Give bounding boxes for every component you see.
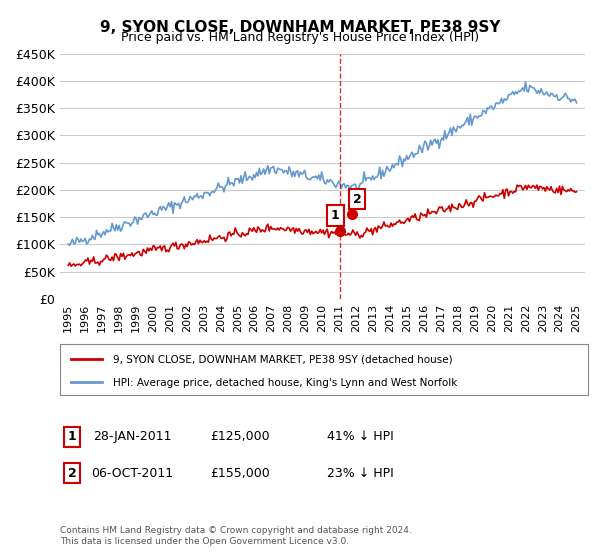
- Text: £125,000: £125,000: [210, 430, 270, 444]
- Text: 9, SYON CLOSE, DOWNHAM MARKET, PE38 9SY: 9, SYON CLOSE, DOWNHAM MARKET, PE38 9SY: [100, 20, 500, 35]
- Text: Contains HM Land Registry data © Crown copyright and database right 2024.
This d: Contains HM Land Registry data © Crown c…: [60, 526, 412, 546]
- Text: Price paid vs. HM Land Registry's House Price Index (HPI): Price paid vs. HM Land Registry's House …: [121, 31, 479, 44]
- Text: HPI: Average price, detached house, King's Lynn and West Norfolk: HPI: Average price, detached house, King…: [113, 378, 457, 388]
- Text: 28-JAN-2011: 28-JAN-2011: [93, 430, 171, 444]
- Text: 1: 1: [68, 430, 76, 444]
- Text: 2: 2: [353, 193, 361, 206]
- Text: 06-OCT-2011: 06-OCT-2011: [91, 466, 173, 480]
- Text: 9, SYON CLOSE, DOWNHAM MARKET, PE38 9SY (detached house): 9, SYON CLOSE, DOWNHAM MARKET, PE38 9SY …: [113, 354, 452, 365]
- Text: 2: 2: [68, 466, 76, 480]
- Text: 1: 1: [331, 209, 340, 222]
- Text: 41% ↓ HPI: 41% ↓ HPI: [326, 430, 394, 444]
- Text: 23% ↓ HPI: 23% ↓ HPI: [326, 466, 394, 480]
- Text: £155,000: £155,000: [210, 466, 270, 480]
